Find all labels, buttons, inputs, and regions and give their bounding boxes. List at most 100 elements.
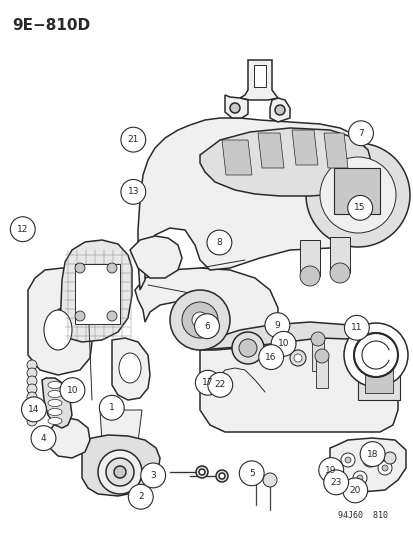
Text: 9: 9 [274, 321, 280, 329]
Text: 22: 22 [214, 381, 225, 389]
Circle shape [356, 475, 362, 481]
Circle shape [348, 121, 373, 146]
Circle shape [310, 332, 324, 346]
Circle shape [344, 316, 368, 340]
Circle shape [10, 217, 35, 241]
Circle shape [271, 332, 295, 356]
Polygon shape [323, 133, 347, 168]
Circle shape [192, 312, 207, 328]
Polygon shape [224, 95, 247, 118]
Bar [357, 358, 399, 400]
Ellipse shape [48, 400, 62, 407]
Ellipse shape [48, 382, 62, 389]
Circle shape [121, 180, 145, 204]
Text: 9E−810D: 9E−810D [12, 18, 90, 33]
Polygon shape [60, 240, 132, 342]
Bar [364, 365, 392, 393]
Circle shape [343, 323, 407, 387]
Bar [315, 356, 327, 388]
Circle shape [230, 103, 240, 113]
Circle shape [107, 263, 117, 273]
Circle shape [289, 350, 305, 366]
Bar [329, 237, 349, 273]
Ellipse shape [48, 408, 62, 416]
Polygon shape [82, 435, 159, 496]
Circle shape [199, 469, 204, 475]
Circle shape [27, 416, 37, 426]
Text: 23: 23 [330, 478, 341, 487]
Circle shape [319, 157, 395, 233]
Circle shape [381, 465, 387, 471]
Polygon shape [112, 338, 150, 400]
Circle shape [107, 311, 117, 321]
Circle shape [248, 468, 262, 482]
Circle shape [238, 339, 256, 357]
Circle shape [340, 453, 354, 467]
Polygon shape [240, 60, 277, 100]
Circle shape [323, 470, 348, 495]
Circle shape [27, 384, 37, 394]
Bar [75, 264, 120, 324]
Polygon shape [130, 236, 182, 278]
Text: 16: 16 [265, 353, 276, 361]
Circle shape [239, 461, 263, 486]
Ellipse shape [119, 353, 141, 383]
Circle shape [27, 392, 37, 402]
Polygon shape [199, 322, 397, 355]
Circle shape [383, 452, 395, 464]
Circle shape [140, 463, 165, 488]
Circle shape [182, 302, 218, 338]
Polygon shape [269, 98, 289, 122]
Ellipse shape [48, 391, 62, 398]
Circle shape [21, 397, 46, 422]
Circle shape [99, 395, 124, 420]
Circle shape [362, 453, 376, 467]
Polygon shape [199, 338, 397, 432]
Circle shape [258, 345, 283, 369]
Circle shape [347, 196, 372, 220]
Circle shape [195, 466, 207, 478]
Bar [299, 240, 319, 276]
Text: 2: 2 [138, 492, 143, 501]
Polygon shape [291, 130, 317, 165]
Circle shape [27, 360, 37, 370]
Text: 18: 18 [366, 450, 377, 458]
Polygon shape [138, 118, 391, 290]
Circle shape [98, 450, 142, 494]
Circle shape [342, 478, 367, 503]
Circle shape [352, 471, 366, 485]
Circle shape [274, 105, 284, 115]
Polygon shape [28, 268, 92, 375]
Text: 1: 1 [109, 403, 114, 412]
Circle shape [207, 373, 232, 397]
Text: 7: 7 [357, 129, 363, 138]
Text: 5: 5 [248, 469, 254, 478]
Circle shape [75, 263, 85, 273]
Circle shape [299, 266, 319, 286]
Text: 11: 11 [350, 324, 362, 332]
Text: 10: 10 [66, 386, 78, 394]
Circle shape [344, 457, 350, 463]
Circle shape [128, 484, 153, 509]
Circle shape [60, 378, 85, 402]
Circle shape [218, 473, 224, 479]
Text: 13: 13 [127, 188, 139, 196]
Bar [311, 339, 323, 371]
Polygon shape [221, 140, 252, 175]
Polygon shape [50, 418, 90, 458]
Circle shape [170, 290, 230, 350]
Text: 3: 3 [150, 471, 156, 480]
Circle shape [318, 458, 343, 482]
Text: 17: 17 [202, 378, 213, 387]
Circle shape [27, 376, 37, 386]
Circle shape [293, 354, 301, 362]
Text: 6: 6 [204, 322, 209, 330]
Polygon shape [257, 133, 283, 168]
Circle shape [114, 466, 126, 478]
Circle shape [195, 370, 220, 395]
Circle shape [359, 442, 384, 466]
Polygon shape [329, 438, 405, 492]
Circle shape [75, 311, 85, 321]
Circle shape [377, 461, 391, 475]
Polygon shape [42, 378, 72, 428]
